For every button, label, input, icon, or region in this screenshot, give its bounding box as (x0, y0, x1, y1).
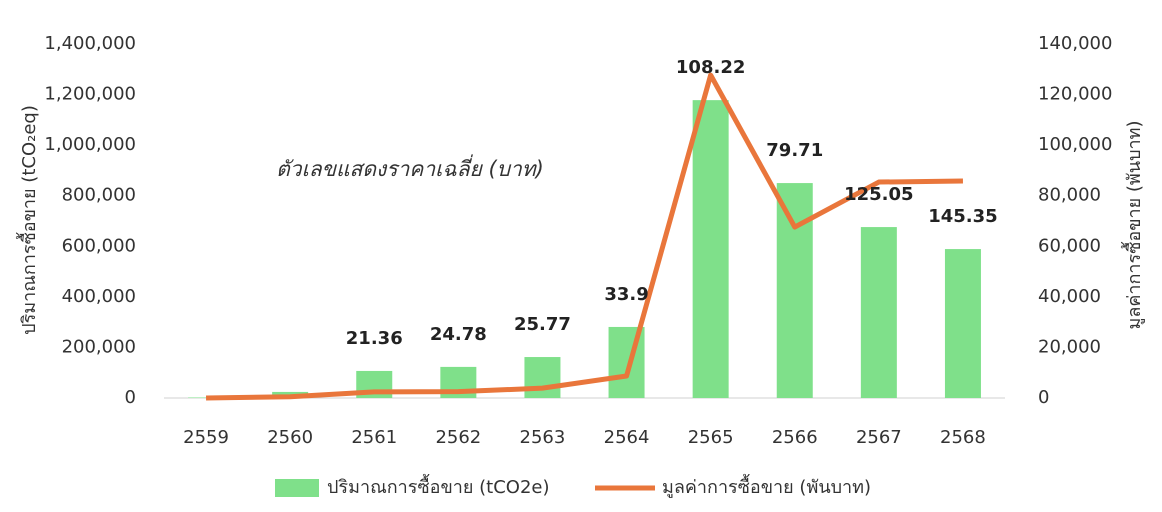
y-tick-label: 1,400,000 (44, 33, 136, 54)
bar (944, 249, 981, 398)
x-tick-label: 2566 (772, 427, 818, 448)
y-tick-label: 400,000 (62, 286, 136, 307)
annotation: ตัวเลขแสดงราคาเฉลี่ย (บาท) (276, 154, 544, 181)
data-label: 21.36 (346, 328, 403, 349)
bar (776, 183, 813, 398)
y2-tick-label: 120,000 (1038, 84, 1112, 105)
x-tick-label: 2565 (688, 427, 734, 448)
data-label: 125.05 (844, 184, 913, 205)
legend-label: มูลค่าการซื้อขาย (พันบาท) (662, 474, 871, 498)
y2-tick-label: 40,000 (1038, 286, 1101, 307)
legend-label: ปริมาณการซื้อขาย (tCO2e) (327, 474, 550, 498)
line (206, 72, 963, 401)
y-tick-label: 200,000 (62, 336, 136, 357)
x-tick-label: 2564 (604, 427, 650, 448)
data-label: 108.22 (676, 57, 745, 78)
bar (524, 357, 561, 398)
data-label: 145.35 (928, 206, 997, 227)
data-label: 24.78 (430, 324, 487, 345)
y2-tick-label: 140,000 (1038, 33, 1112, 54)
bar (860, 227, 897, 398)
x-tick-label: 2560 (267, 427, 313, 448)
legend-swatch (275, 479, 319, 497)
x-tick-label: 2562 (435, 427, 481, 448)
x-tick-label: 2567 (856, 427, 902, 448)
y2-tick-label: 0 (1038, 387, 1049, 408)
bar (692, 100, 729, 399)
y2-axis-title: มูลค่าการซื้อขาย (พันบาท) (1121, 120, 1145, 329)
y2-tick-label: 100,000 (1038, 134, 1112, 155)
data-label: 79.71 (766, 140, 823, 161)
y-tick-label: 800,000 (62, 185, 136, 206)
x-tick-label: 2568 (940, 427, 986, 448)
y-tick-label: 600,000 (62, 235, 136, 256)
data-label: 33.9 (604, 284, 648, 305)
y2-tick-label: 20,000 (1038, 336, 1101, 357)
data-label: 25.77 (514, 314, 571, 335)
y-axis-title: ปริมาณการซื้อขาย (tCO₂eq) (16, 105, 40, 335)
y-tick-label: 0 (125, 387, 136, 408)
y-tick-label: 1,000,000 (44, 134, 136, 155)
y2-tick-label: 80,000 (1038, 185, 1101, 206)
x-tick-label: 2559 (183, 427, 229, 448)
x-tick-label: 2563 (520, 427, 566, 448)
y-tick-label: 1,200,000 (44, 84, 136, 105)
y2-tick-label: 60,000 (1038, 235, 1101, 256)
x-tick-label: 2561 (351, 427, 397, 448)
